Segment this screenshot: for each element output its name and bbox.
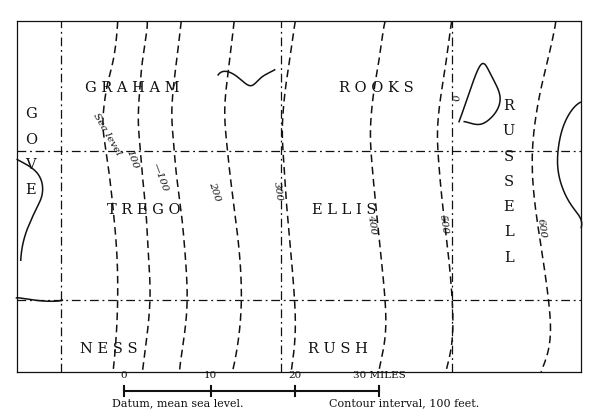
Text: 300: 300 bbox=[272, 181, 283, 202]
Text: G: G bbox=[25, 107, 37, 121]
Text: 200: 200 bbox=[208, 181, 222, 203]
Text: R U S H: R U S H bbox=[308, 342, 368, 356]
Text: 100: 100 bbox=[125, 148, 140, 170]
Text: L: L bbox=[504, 225, 514, 240]
Text: —100: —100 bbox=[151, 162, 169, 193]
Text: G R A H A M: G R A H A M bbox=[85, 81, 180, 95]
Text: V: V bbox=[25, 158, 36, 172]
Text: S: S bbox=[503, 175, 514, 189]
Text: 0: 0 bbox=[449, 94, 459, 102]
Text: 20: 20 bbox=[289, 371, 302, 381]
Text: O: O bbox=[25, 133, 37, 146]
Text: 500: 500 bbox=[438, 214, 450, 235]
Text: 0: 0 bbox=[120, 371, 127, 381]
Text: Contour interval, 100 feet.: Contour interval, 100 feet. bbox=[329, 398, 479, 408]
Text: T R E G O: T R E G O bbox=[107, 203, 181, 217]
Text: 600: 600 bbox=[535, 218, 547, 239]
Text: E L L I S: E L L I S bbox=[312, 203, 376, 217]
Text: 30 MILES: 30 MILES bbox=[353, 371, 406, 381]
Text: 10: 10 bbox=[204, 371, 217, 381]
Text: E: E bbox=[25, 183, 36, 197]
Text: L: L bbox=[504, 251, 514, 265]
Text: S: S bbox=[503, 150, 514, 163]
Text: R: R bbox=[503, 99, 514, 113]
Text: 400: 400 bbox=[366, 214, 377, 235]
Text: Sea level: Sea level bbox=[91, 112, 123, 157]
Text: E: E bbox=[503, 200, 514, 214]
Text: R O O K S: R O O K S bbox=[339, 81, 414, 95]
Text: Datum, mean sea level.: Datum, mean sea level. bbox=[112, 398, 244, 408]
Text: U: U bbox=[503, 124, 515, 139]
Text: N E S S: N E S S bbox=[80, 342, 138, 356]
